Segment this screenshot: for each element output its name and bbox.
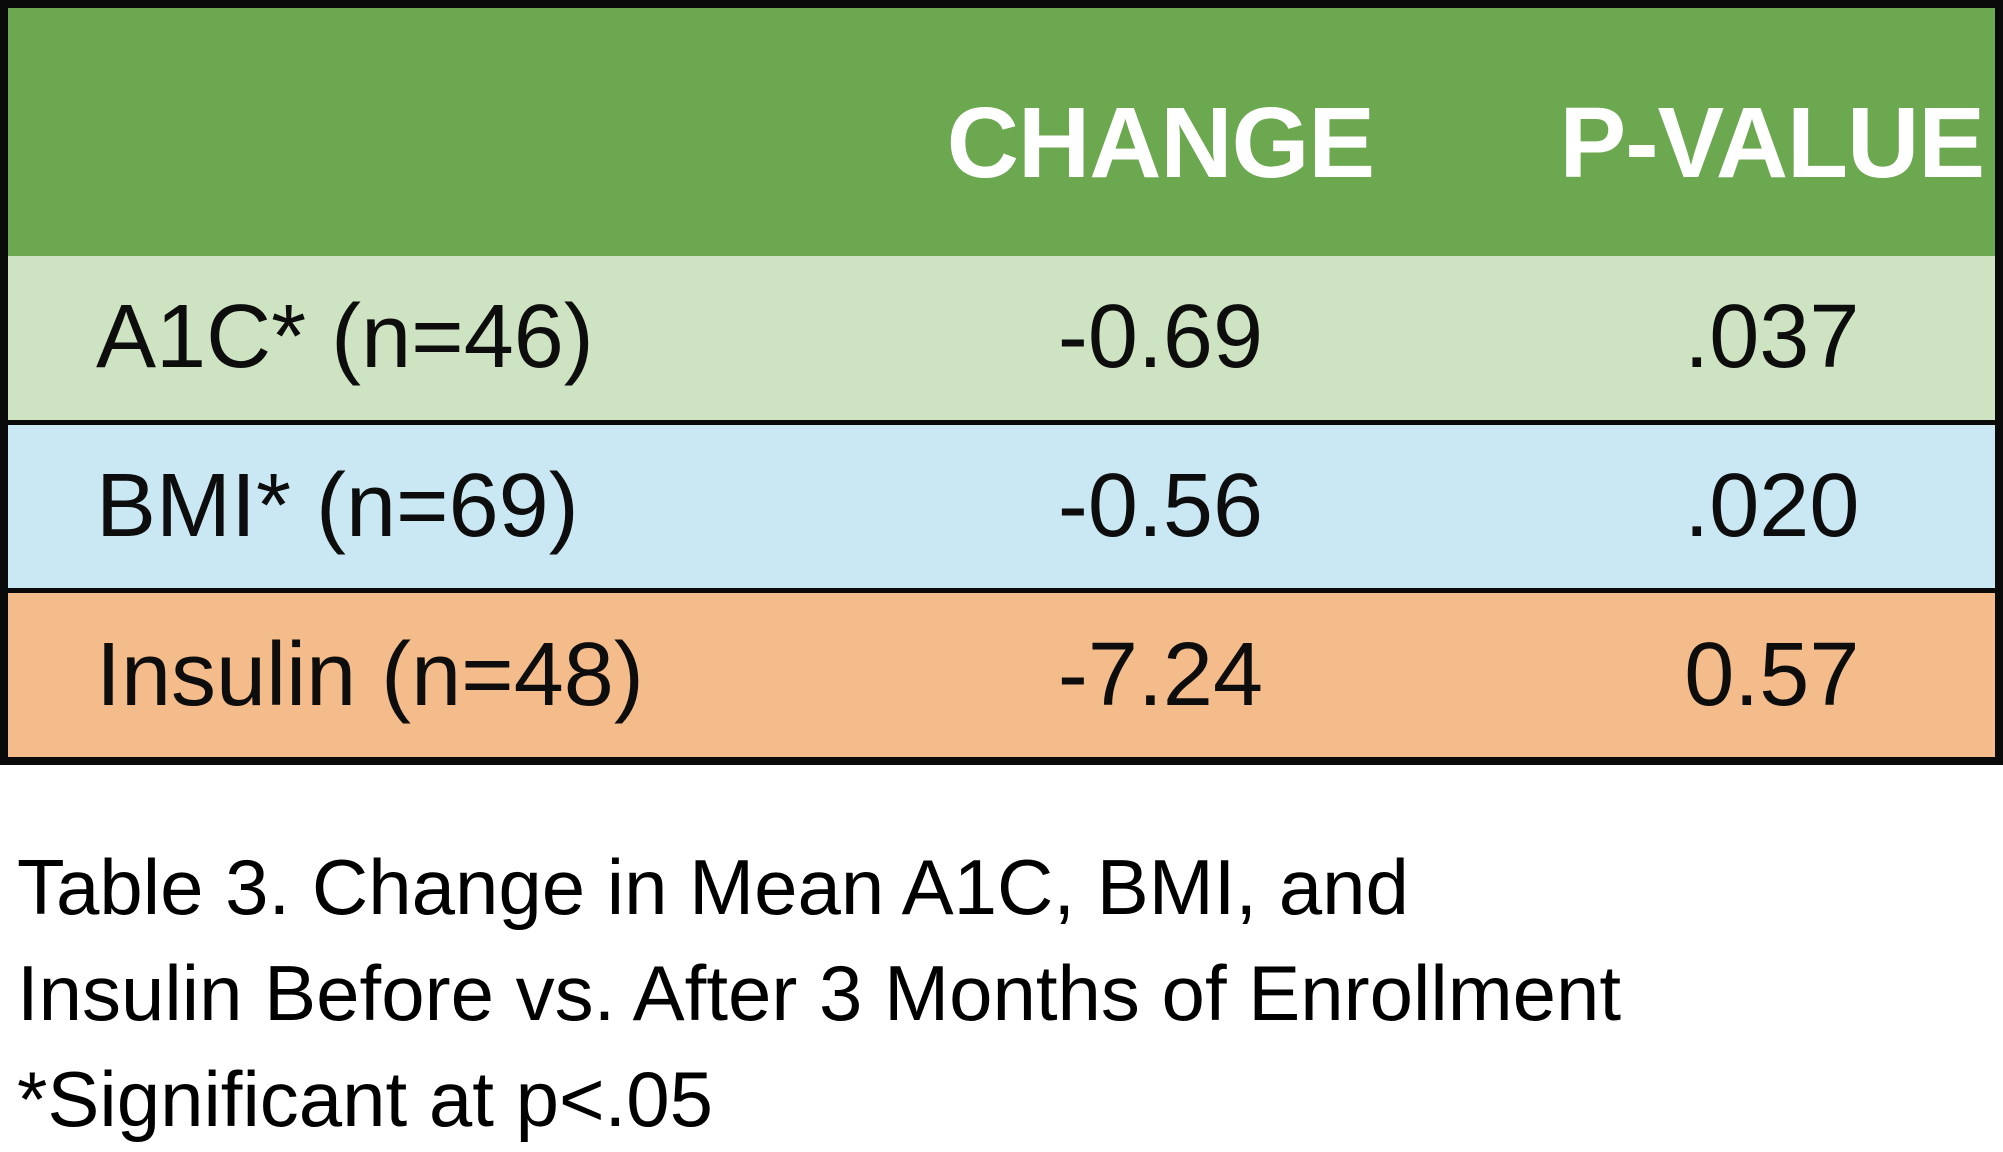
header-cell-empty xyxy=(8,121,882,143)
caption-line-title-2: Insulin Before vs. After 3 Months of Enr… xyxy=(17,949,1622,1037)
pvalue-value: .020 xyxy=(1684,456,1860,556)
table-row-bmi: BMI* (n=69) -0.56 .020 xyxy=(8,419,1995,589)
pvalue-value: .037 xyxy=(1684,287,1860,388)
change-value: -7.24 xyxy=(1057,624,1264,725)
change-value: -0.69 xyxy=(1057,287,1264,388)
pvalue-value: 0.57 xyxy=(1684,624,1860,725)
row-label: Insulin (n=48) xyxy=(96,624,644,725)
row-label: BMI* (n=69) xyxy=(96,456,579,556)
results-table: CHANGE P-VALUE A1C* (n=46) -0.69 .037 BM… xyxy=(0,0,2003,765)
header-cell-change: CHANGE xyxy=(946,86,1375,199)
change-value: -0.56 xyxy=(1057,456,1264,556)
caption-line-footnote: *Significant at p<.05 xyxy=(17,1055,713,1143)
table-row-a1c: A1C* (n=46) -0.69 .037 xyxy=(8,256,1995,420)
table-header-row: CHANGE P-VALUE xyxy=(8,8,1995,256)
table-caption: Table 3. Change in Mean A1C, BMI, and In… xyxy=(17,834,1621,1152)
row-label: A1C* (n=46) xyxy=(96,287,594,388)
header-cell-pvalue: P-VALUE xyxy=(1559,86,1986,199)
table-row-insulin: Insulin (n=48) -7.24 0.57 xyxy=(8,588,1995,758)
caption-line-title-1: Table 3. Change in Mean A1C, BMI, and xyxy=(17,843,1409,931)
